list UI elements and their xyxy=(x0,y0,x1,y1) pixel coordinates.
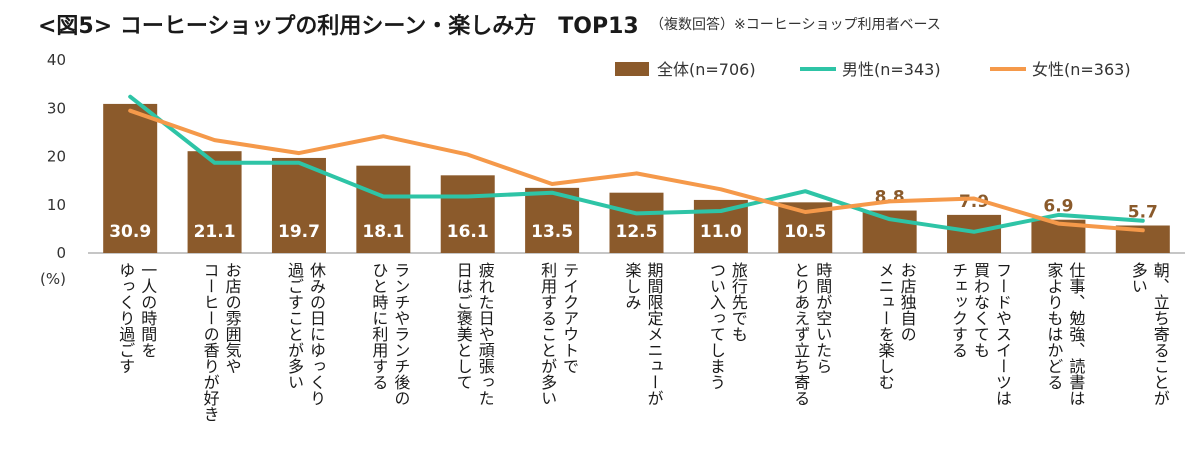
y-tick-label: 10 xyxy=(47,196,66,214)
y-tick-label: 30 xyxy=(47,99,66,117)
series-line-1 xyxy=(128,94,1145,234)
bar-data-label: 18.1 xyxy=(362,222,404,242)
x-tick-label: 朝、立ち寄ることが 多い xyxy=(1128,262,1170,406)
bar xyxy=(609,192,664,253)
bar xyxy=(103,103,158,253)
bar-data-label: 6.9 xyxy=(1043,197,1073,217)
bar xyxy=(356,165,411,253)
series-line-2 xyxy=(128,108,1145,233)
y-tick-label: 20 xyxy=(47,148,66,166)
x-tick-label: 休みの日にゆっくり 過ごすことが多い xyxy=(284,262,326,406)
x-tick-label: テイクアウトで 利用することが多い xyxy=(538,262,580,406)
bar-data-label: 16.1 xyxy=(447,222,489,242)
chart-subtitle: （複数回答）※コーヒーショップ利用者ベース xyxy=(650,17,941,33)
x-tick-label: お店の雰囲気や コーヒーの香りが好き xyxy=(200,262,242,422)
x-tick-label: 仕事、勉強、読書は 家よりもはかどる xyxy=(1044,262,1086,406)
x-tick-label: フードやスイーツは 買わなくても チェックする xyxy=(949,262,1013,406)
legend-label: 全体(n=706) xyxy=(657,60,756,79)
legend-swatch xyxy=(615,62,649,76)
y-tick-label: 40 xyxy=(47,51,66,69)
x-tick-label: 期間限定メニューが 楽しみ xyxy=(622,262,664,406)
bar-data-label: 19.7 xyxy=(278,222,320,242)
bar xyxy=(947,214,1002,253)
legend-label: 男性(n=343) xyxy=(842,60,941,79)
x-tick-label: 旅行先でも つい入ってしまう xyxy=(706,262,748,390)
bar xyxy=(187,151,242,253)
y-axis-unit: (%) xyxy=(40,270,66,288)
bar-data-label: 30.9 xyxy=(109,222,151,242)
bar-data-label: 11.0 xyxy=(700,222,742,242)
bar xyxy=(440,175,495,253)
bar xyxy=(862,210,917,253)
x-tick-label: お店独自の メニューを楽しむ xyxy=(875,262,917,390)
bar-data-label: 13.5 xyxy=(531,222,573,242)
bar xyxy=(271,157,326,253)
y-tick-label: 0 xyxy=(56,244,66,262)
x-tick-label: 疲れた日や頑張った 日はご褒美として xyxy=(453,262,495,406)
x-tick-label: 時間が空いたら とりあえず立ち寄る xyxy=(791,262,833,406)
chart-title: <図5> コーヒーショップの利用シーン・楽しみ方 TOP13 xyxy=(38,14,639,39)
bar-data-label: 10.5 xyxy=(784,222,826,242)
bar-data-label: 5.7 xyxy=(1128,202,1158,222)
x-tick-label: 一人の時間を ゆっくり過ごす xyxy=(116,262,158,374)
legend-label: 女性(n=363) xyxy=(1032,60,1131,79)
bar-data-label: 12.5 xyxy=(616,222,658,242)
bar-data-label: 21.1 xyxy=(194,222,236,242)
x-tick-label: ランチやランチ後の ひと時に利用する xyxy=(369,262,411,406)
